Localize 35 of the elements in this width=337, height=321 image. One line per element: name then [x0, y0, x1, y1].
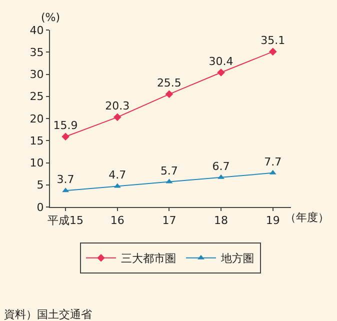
data-label: 3.7	[56, 173, 74, 186]
data-label: 35.1	[260, 34, 286, 48]
point	[113, 113, 122, 122]
point	[217, 68, 225, 76]
legend-label: 地方圏	[220, 252, 254, 266]
data-label: 20.3	[105, 100, 130, 113]
x-tick-label: 18	[214, 214, 228, 228]
x-axis-title: （年度）	[285, 211, 329, 224]
y-tick-label: 20	[30, 112, 44, 126]
point	[165, 90, 174, 98]
y-tick-label: 30	[30, 68, 44, 82]
x-tick-label: 17	[162, 214, 176, 228]
y-tick-label: 35	[30, 46, 44, 59]
y-tick-label: 5	[36, 178, 44, 192]
point	[62, 132, 70, 141]
y-tick-label: 40	[30, 24, 44, 37]
y-tick-label: 15	[30, 134, 44, 148]
data-label: 5.7	[160, 164, 178, 178]
data-label: 25.5	[156, 76, 182, 90]
x-tick-label: 16	[110, 214, 124, 228]
y-tick-label: 25	[30, 90, 44, 104]
data-label: 4.7	[108, 168, 126, 182]
data-label: 15.9	[53, 119, 78, 132]
data-label: 6.7	[212, 160, 230, 173]
point	[218, 174, 224, 179]
text: 資料）国土交通省	[4, 308, 92, 321]
y-axis-title: (%)	[41, 11, 60, 24]
x-tick-label: 平成15	[48, 214, 84, 228]
x-tick-label: 19	[266, 214, 280, 228]
data-label: 30.4	[208, 54, 234, 68]
y-tick-label: 10	[30, 156, 44, 170]
legend-label: 三大都市圏	[121, 252, 176, 266]
point	[268, 48, 277, 56]
y-tick-label: 0	[36, 200, 44, 214]
data-label: 7.7	[264, 155, 282, 168]
